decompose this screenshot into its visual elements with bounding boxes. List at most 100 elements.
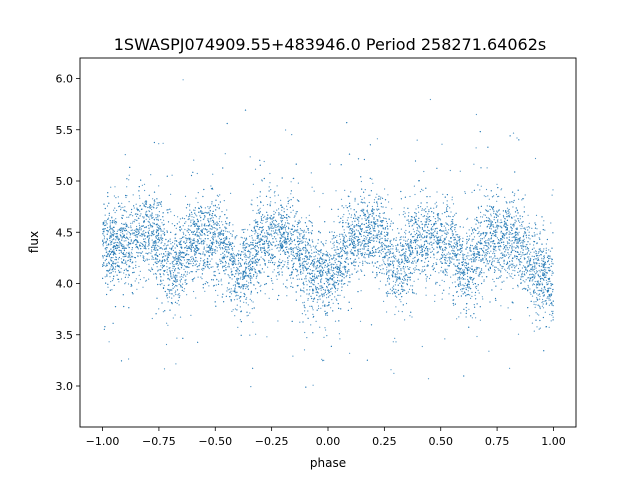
data-point (390, 239, 392, 241)
data-point (233, 245, 235, 247)
data-point (305, 250, 307, 252)
data-point (369, 226, 371, 228)
data-point (421, 233, 424, 235)
data-point (287, 260, 289, 262)
data-point (267, 250, 269, 252)
data-point (460, 245, 462, 247)
data-point (303, 291, 305, 293)
data-point (444, 256, 447, 259)
data-point (451, 196, 453, 198)
data-point (491, 241, 493, 243)
data-point (456, 270, 458, 272)
data-point (462, 260, 464, 262)
data-point (148, 263, 150, 265)
data-point (319, 271, 321, 273)
data-point (268, 297, 270, 299)
data-point (152, 241, 154, 243)
data-point (376, 203, 379, 205)
data-point (363, 238, 365, 240)
data-point (246, 297, 248, 299)
data-point (111, 228, 113, 230)
data-point (328, 268, 330, 270)
data-point (533, 251, 535, 253)
data-point (118, 242, 120, 244)
data-point (360, 290, 362, 292)
data-point (433, 242, 435, 244)
data-point (534, 234, 536, 236)
data-point (184, 252, 186, 254)
data-point (342, 283, 344, 285)
data-point (142, 231, 144, 233)
data-point (273, 227, 275, 229)
data-point (479, 222, 482, 224)
data-point (453, 242, 455, 244)
data-point (336, 235, 338, 237)
data-point (276, 209, 278, 211)
data-point (227, 231, 229, 233)
data-point (175, 363, 177, 365)
data-point (453, 304, 455, 306)
data-point (210, 217, 212, 219)
data-point (485, 255, 487, 257)
data-point (296, 278, 298, 280)
data-point (430, 223, 432, 226)
data-point (239, 287, 242, 289)
data-point (106, 247, 108, 249)
data-point (167, 301, 169, 303)
data-point (199, 211, 201, 213)
data-point (459, 269, 462, 271)
data-point (333, 231, 336, 233)
data-point (353, 261, 355, 264)
data-point (236, 294, 238, 296)
data-point (512, 269, 514, 271)
data-point (466, 235, 468, 238)
data-point (274, 231, 276, 233)
data-point (399, 278, 401, 281)
data-point (499, 213, 501, 215)
data-point (189, 245, 191, 247)
data-point (500, 219, 502, 221)
data-point (391, 287, 394, 289)
data-point (420, 214, 422, 216)
data-point (459, 274, 461, 276)
data-point (240, 264, 242, 266)
data-point (207, 258, 209, 260)
data-point (476, 285, 478, 287)
data-point (114, 186, 116, 188)
data-point (310, 256, 312, 258)
data-point (161, 239, 163, 241)
data-point (342, 216, 344, 218)
data-point (473, 261, 475, 263)
data-point (299, 255, 301, 257)
data-point (204, 255, 206, 257)
data-point (476, 242, 478, 244)
data-point (304, 252, 307, 254)
data-point (533, 268, 535, 270)
data-point (219, 258, 221, 260)
data-point (429, 196, 431, 198)
data-point (371, 261, 373, 263)
data-point (503, 224, 505, 226)
data-point (119, 234, 121, 236)
data-point (155, 254, 157, 256)
data-point (405, 248, 407, 250)
data-point (366, 229, 368, 231)
data-point (300, 229, 302, 231)
data-point (178, 243, 180, 245)
data-point (254, 260, 257, 262)
data-point (287, 226, 290, 228)
data-point (122, 223, 124, 225)
data-point (539, 280, 542, 283)
data-point (109, 268, 111, 270)
data-point (339, 266, 341, 268)
data-point (475, 147, 477, 149)
data-point (179, 255, 181, 257)
data-point (498, 258, 500, 260)
data-point (317, 249, 319, 252)
data-point (453, 250, 455, 252)
data-point (527, 229, 529, 231)
data-point (254, 233, 256, 235)
data-point (237, 326, 239, 328)
data-point (112, 231, 114, 233)
data-point (196, 269, 198, 271)
